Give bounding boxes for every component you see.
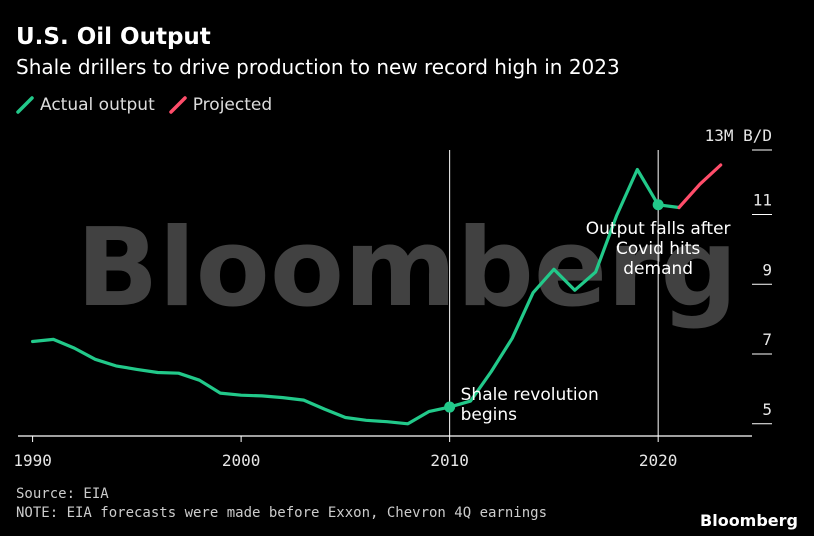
annotation-text: Shale revolution <box>461 385 599 405</box>
y-tick-label: 9 <box>762 260 772 279</box>
legend-label-actual: Actual output <box>40 95 155 115</box>
y-tick-label: 13M B/D <box>705 126 772 145</box>
annotation-text: Output falls after <box>586 219 731 239</box>
watermark-text: Bloomberg <box>76 206 737 331</box>
annotation-text: Covid hits <box>616 239 700 259</box>
source-text: Source: EIA <box>16 486 109 502</box>
legend-item-actual: Actual output <box>16 95 155 115</box>
y-tick-label: 5 <box>762 400 772 419</box>
series-line-actual <box>30 167 681 426</box>
series-line-projected <box>677 163 723 210</box>
y-tick-label: 7 <box>762 330 772 349</box>
x-tick-label: 2010 <box>430 451 469 470</box>
legend-swatch-actual <box>16 96 34 114</box>
note-text: NOTE: EIA forecasts were made before Exx… <box>16 505 548 521</box>
x-tick-label: 2020 <box>639 451 678 470</box>
x-tick-label: 1990 <box>13 451 52 470</box>
annotation-text: demand <box>623 259 693 279</box>
y-tick-label: 11 <box>753 191 772 210</box>
annotation-marker <box>444 401 456 413</box>
chart-title: U.S. Oil Output <box>16 24 211 50</box>
annotation-text: begins <box>461 405 518 425</box>
legend: Actual output Projected <box>16 95 272 115</box>
x-tick-label: 2000 <box>222 451 261 470</box>
legend-item-projected: Projected <box>168 95 273 115</box>
chart-subtitle: Shale drillers to drive production to ne… <box>16 55 620 79</box>
annotation-marker <box>652 199 664 211</box>
brand-logo: Bloomberg <box>700 511 798 530</box>
legend-label-projected: Projected <box>192 95 273 115</box>
legend-swatch-projected <box>168 96 187 114</box>
